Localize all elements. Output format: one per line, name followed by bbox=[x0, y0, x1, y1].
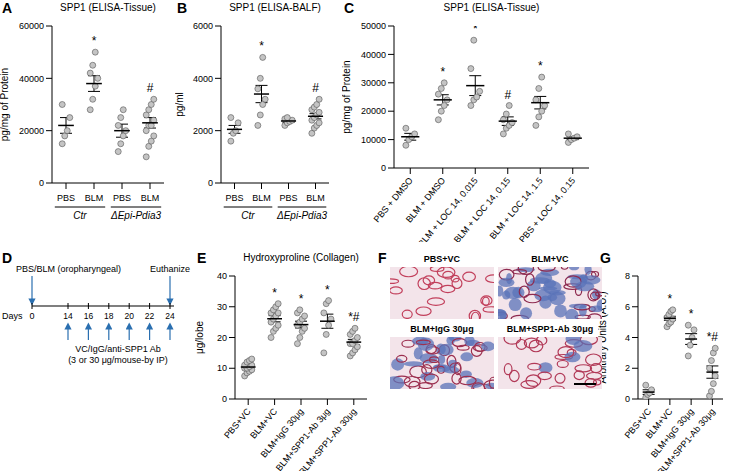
svg-text:BLM: BLM bbox=[306, 193, 325, 203]
svg-text:0: 0 bbox=[381, 163, 386, 173]
svg-text:BLM: BLM bbox=[85, 193, 104, 203]
svg-text:BLM + DMSO: BLM + DMSO bbox=[403, 175, 448, 225]
svg-text:2: 2 bbox=[625, 363, 630, 373]
svg-text:*: * bbox=[92, 34, 97, 48]
html-text:D: D bbox=[2, 250, 13, 266]
svg-text:#: # bbox=[504, 88, 511, 102]
svg-text:BLM+VC: BLM+VC bbox=[643, 406, 675, 441]
svg-text:30000: 30000 bbox=[361, 78, 386, 88]
svg-text:BLM+SPP1-Ab 30μg: BLM+SPP1-Ab 30μg bbox=[656, 406, 717, 471]
svg-text:*#: *# bbox=[348, 310, 360, 324]
svg-text:BLM+IgG 30μg: BLM+IgG 30μg bbox=[258, 406, 306, 460]
svg-text:PBS+VC: PBS+VC bbox=[222, 406, 253, 441]
svg-text:0: 0 bbox=[625, 394, 630, 404]
svg-text:*: * bbox=[473, 26, 478, 36]
svg-text:40000: 40000 bbox=[19, 74, 44, 84]
svg-text:*: * bbox=[272, 286, 277, 300]
html-text:G: G bbox=[600, 250, 611, 266]
svg-text:(3 or 30 μg/mouse-by IP): (3 or 30 μg/mouse-by IP) bbox=[68, 355, 168, 365]
html-text:PBS+VC: PBS+VC bbox=[423, 254, 461, 264]
svg-text:BLM+SPP1-Ab 30μg: BLM+SPP1-Ab 30μg bbox=[297, 406, 358, 471]
svg-text:BLM + LOC 14, 0.015: BLM + LOC 14, 0.015 bbox=[416, 175, 480, 242]
svg-text:PBS: PBS bbox=[279, 193, 297, 203]
svg-text:*: * bbox=[538, 59, 543, 73]
html-text:Hydroxyproline (Collagen): Hydroxyproline (Collagen) bbox=[243, 252, 359, 263]
svg-text:16: 16 bbox=[84, 311, 94, 321]
html-text:E: E bbox=[197, 250, 207, 266]
svg-text:PBS/BLM (oropharyngeal): PBS/BLM (oropharyngeal) bbox=[16, 264, 121, 274]
svg-text:40: 40 bbox=[217, 271, 227, 281]
svg-text:14: 14 bbox=[63, 311, 73, 321]
svg-text:Ctr: Ctr bbox=[241, 210, 255, 221]
html-text:SPP1 (ELISA-Tissue): SPP1 (ELISA-Tissue) bbox=[60, 2, 156, 13]
svg-text:*: * bbox=[325, 283, 330, 297]
svg-text:#: # bbox=[312, 81, 319, 95]
svg-text:PBS + LOC 14, 0.15: PBS + LOC 14, 0.15 bbox=[517, 175, 577, 242]
html-text:F: F bbox=[378, 250, 387, 266]
svg-text:Ctr: Ctr bbox=[73, 210, 87, 221]
svg-text:4000: 4000 bbox=[193, 74, 213, 84]
html-text:B: B bbox=[177, 0, 188, 16]
svg-text:Arbitrary Units (A.U.): Arbitrary Units (A.U.) bbox=[596, 291, 608, 384]
svg-text:VC/IgG/anti-SPP1 Ab: VC/IgG/anti-SPP1 Ab bbox=[75, 344, 161, 354]
html-text:BLM+VC: BLM+VC bbox=[531, 254, 569, 264]
svg-text:20: 20 bbox=[124, 311, 134, 321]
svg-text:24: 24 bbox=[165, 311, 175, 321]
svg-text:10000: 10000 bbox=[361, 135, 386, 145]
svg-text:ΔEpi-Pdia3: ΔEpi-Pdia3 bbox=[276, 210, 328, 221]
svg-text:pg/mg of Protein: pg/mg of Protein bbox=[342, 60, 352, 133]
svg-text:*: * bbox=[259, 39, 264, 53]
svg-text:PBS: PBS bbox=[113, 193, 131, 203]
svg-text:4: 4 bbox=[625, 333, 630, 343]
svg-text:*#: *# bbox=[707, 330, 719, 344]
html-text:BLM+SPP1-Ab 30μg: BLM+SPP1-Ab 30μg bbox=[506, 324, 594, 334]
svg-text:30: 30 bbox=[217, 302, 227, 312]
html-text:SPP1 (ELISA-BALF): SPP1 (ELISA-BALF) bbox=[229, 2, 321, 13]
svg-text:2000: 2000 bbox=[193, 126, 213, 136]
svg-text:BLM + LOC 14, 1.5: BLM + LOC 14, 1.5 bbox=[488, 175, 545, 241]
svg-text:60000: 60000 bbox=[19, 21, 44, 31]
svg-text:ΔEpi-Pdia3: ΔEpi-Pdia3 bbox=[110, 210, 162, 221]
svg-text:pg/mg of Protein: pg/mg of Protein bbox=[0, 68, 10, 141]
svg-text:BLM+IgG 30μg: BLM+IgG 30μg bbox=[648, 406, 696, 460]
svg-text:22: 22 bbox=[145, 311, 155, 321]
svg-text:0: 0 bbox=[208, 178, 213, 188]
svg-text:*: * bbox=[668, 292, 673, 306]
svg-text:6: 6 bbox=[625, 302, 630, 312]
svg-text:40000: 40000 bbox=[361, 50, 386, 60]
svg-text:BLM: BLM bbox=[141, 193, 160, 203]
svg-text:0: 0 bbox=[39, 178, 44, 188]
svg-text:Euthanize: Euthanize bbox=[150, 264, 190, 274]
svg-text:#: # bbox=[147, 81, 154, 95]
svg-text:6000: 6000 bbox=[193, 21, 213, 31]
svg-text:PBS: PBS bbox=[225, 193, 243, 203]
svg-text:*: * bbox=[440, 65, 445, 79]
svg-text:Days: Days bbox=[2, 311, 23, 321]
svg-text:0: 0 bbox=[222, 394, 227, 404]
svg-text:*: * bbox=[299, 292, 304, 306]
html-text:A: A bbox=[2, 0, 13, 16]
svg-text:BLM + LOC 14, 0.15: BLM + LOC 14, 0.15 bbox=[452, 175, 513, 242]
svg-text:8: 8 bbox=[625, 271, 630, 281]
svg-text:20000: 20000 bbox=[361, 106, 386, 116]
svg-text:PBS+VC: PBS+VC bbox=[622, 406, 654, 441]
html-text:SPP1 (ELISA-Tissue): SPP1 (ELISA-Tissue) bbox=[443, 2, 540, 13]
svg-text:*: * bbox=[689, 307, 694, 321]
html-text:BLM+IgG 30μg: BLM+IgG 30μg bbox=[410, 324, 474, 334]
svg-text:BLM: BLM bbox=[252, 193, 271, 203]
svg-text:20: 20 bbox=[217, 333, 227, 343]
svg-text:μg/lobe: μg/lobe bbox=[195, 321, 205, 354]
svg-text:10: 10 bbox=[217, 363, 227, 373]
svg-text:pg/ml: pg/ml bbox=[175, 92, 185, 116]
svg-text:0: 0 bbox=[29, 311, 34, 321]
html-text:C: C bbox=[344, 0, 355, 16]
svg-text:PBS: PBS bbox=[57, 193, 75, 203]
svg-text:18: 18 bbox=[104, 311, 114, 321]
svg-text:20000: 20000 bbox=[19, 126, 44, 136]
svg-text:50000: 50000 bbox=[361, 21, 386, 31]
svg-text:BLM+VC: BLM+VC bbox=[248, 406, 280, 441]
svg-text:PBS + DMSO: PBS + DMSO bbox=[371, 175, 415, 225]
